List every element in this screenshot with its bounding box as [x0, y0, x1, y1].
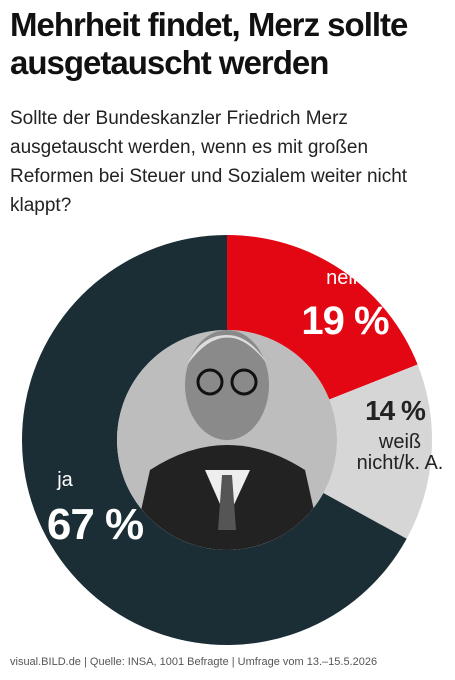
source: visual.BILD.de | Quelle: INSA, 1001 Befr… — [10, 656, 378, 668]
slice-label: weiß nicht/k. A. — [356, 431, 444, 474]
slice-label: nein — [326, 267, 364, 289]
slice — [323, 364, 433, 539]
value-label: 19 % — [301, 299, 389, 343]
slice — [227, 235, 418, 400]
chart-title: Mehrheit findet, Merz sollte ausgetausch… — [10, 6, 408, 81]
slice — [22, 235, 407, 645]
chart-subtitle: Sollte der Bundeskanzler Friedrich Merz … — [10, 108, 408, 216]
slice-label: ja — [57, 469, 73, 491]
photo — [117, 330, 337, 550]
value-label: 67 % — [46, 500, 144, 549]
value-label: 14 % — [365, 395, 426, 426]
